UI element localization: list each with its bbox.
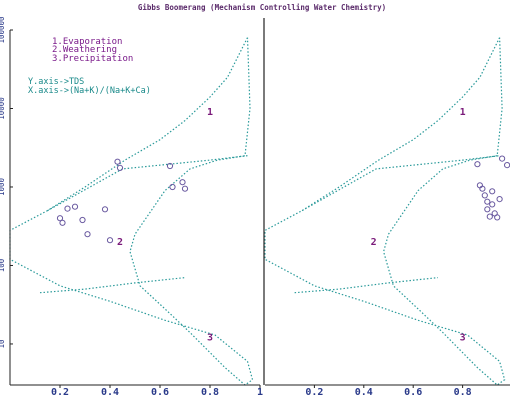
data-point: [489, 188, 496, 195]
data-point: [59, 219, 66, 226]
x-tick-label: 0.8: [201, 387, 219, 396]
data-point: [481, 192, 488, 199]
boundary-outline: [9, 37, 254, 386]
y-tick-label: 1000: [0, 177, 6, 196]
panel-2: 0.2 0.4 0.6 0.8 1 2 3: [263, 18, 510, 396]
region-label-2: 2: [371, 237, 377, 248]
x-tick-label: 0.2: [305, 387, 323, 396]
data-point: [479, 185, 486, 192]
data-point: [486, 213, 493, 220]
boundary-divider-lower: [39, 277, 186, 294]
data-point: [181, 185, 189, 192]
x-tick-label: 0.6: [151, 387, 169, 396]
data-point: [84, 231, 91, 238]
region-label-2: 2: [117, 237, 123, 248]
data-point: [116, 164, 124, 171]
y-tick-label: 10: [0, 339, 6, 349]
data-point: [79, 216, 86, 224]
x-axis-note: X.axis->(Na+K)/(Na+K+Ca): [28, 86, 151, 96]
y-axis-note: Y.axis->TDS: [28, 77, 84, 87]
data-point: [56, 215, 64, 222]
x-tick-label: 0.4: [355, 387, 373, 396]
data-point: [504, 162, 510, 169]
data-point: [106, 237, 114, 244]
data-point: [169, 183, 176, 191]
y-tick-label: 10000: [0, 97, 6, 120]
data-point: [489, 201, 496, 208]
panel-1: 0.2 0.4 0.6 0.8 1 1 2 3: [9, 30, 263, 396]
data-point: [484, 206, 491, 213]
boundary-divider-upper: [47, 155, 248, 212]
data-point: [101, 206, 109, 213]
data-point: [114, 158, 121, 165]
region-label-3: 3: [460, 333, 466, 344]
x-tick-label: 1: [257, 387, 263, 396]
region-label-3: 3: [207, 333, 213, 344]
x-tick-label: 0.2: [51, 387, 69, 396]
legend-item-evaporation: 1.Evaporation: [52, 37, 122, 47]
legend: 1.Evaporation 2.Weathering 3.Precipitati…: [52, 37, 133, 64]
legend-item-precipitation: 3.Precipitation: [52, 54, 133, 64]
data-point: [484, 198, 491, 205]
y-tick-label: 100000: [0, 16, 6, 44]
data-point: [496, 196, 503, 203]
x-tick-label: 0.6: [404, 387, 422, 396]
data-point: [494, 214, 501, 221]
x-tick-label: 0.8: [454, 387, 472, 396]
data-point: [64, 205, 71, 212]
chart-title: Gibbs Boomerang (Mechanism Controlling W…: [138, 3, 386, 12]
data-point: [71, 203, 79, 210]
y-tick-label: 100: [0, 258, 6, 272]
data-point: [166, 162, 174, 170]
boundary-outline: [264, 37, 506, 386]
panels-layer: 0.2 0.4 0.6 0.8 1 1 2 3 0.2 0.4 0.6 0.8 1 2 3 10 100 1000…: [0, 16, 510, 396]
data-point: [179, 179, 186, 186]
data-point: [474, 161, 481, 168]
region-label-1: 1: [207, 107, 213, 118]
data-point: [499, 155, 506, 162]
boundary-divider-upper: [301, 155, 500, 212]
boundary-divider-lower: [294, 277, 438, 294]
region-label-1: 1: [460, 107, 466, 118]
x-tick-label: 0.4: [101, 387, 119, 396]
legend-item-weathering: 2.Weathering: [52, 45, 117, 55]
axis-notes: Y.axis->TDS X.axis->(Na+K)/(Na+K+Ca): [28, 77, 151, 96]
